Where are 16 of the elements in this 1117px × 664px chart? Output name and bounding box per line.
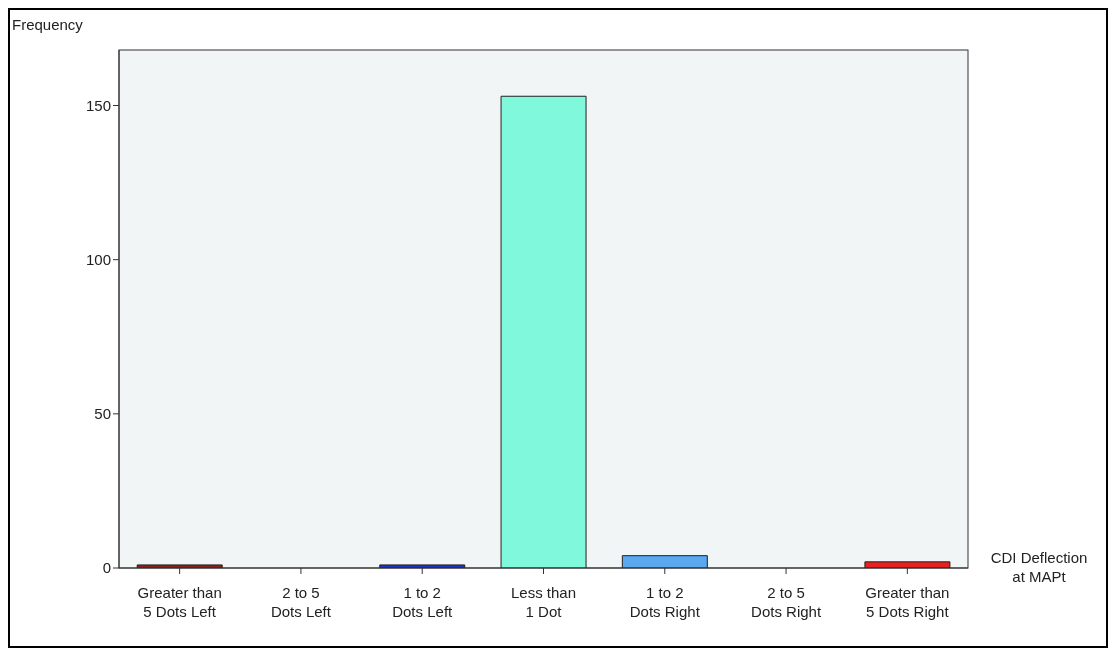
bar [864,561,951,568]
y-tick-label: 0 [102,559,111,577]
y-axis-title: Frequency [12,16,83,33]
x-tick-label: Less than 1 Dot [510,584,577,620]
x-tick-label: Greater than 5 Dots Left [137,584,222,620]
x-tick-label: 2 to 5 Dots Right [751,584,822,620]
y-tick-label: 100 [85,250,111,268]
bar [621,555,708,568]
y-tick-label: 150 [85,96,111,114]
x-tick-label: Greater than 5 Dots Right [865,584,950,620]
x-tick-label: 1 to 2 Dots Right [629,584,701,620]
x-tick-label: 1 to 2 Dots Left [392,584,454,620]
bar [500,95,587,568]
x-tick-label: 2 to 5 Dots Left [270,584,332,620]
y-tick-label: 50 [94,405,111,423]
x-axis-title: CDI Deflection at MAPt [989,548,1089,586]
